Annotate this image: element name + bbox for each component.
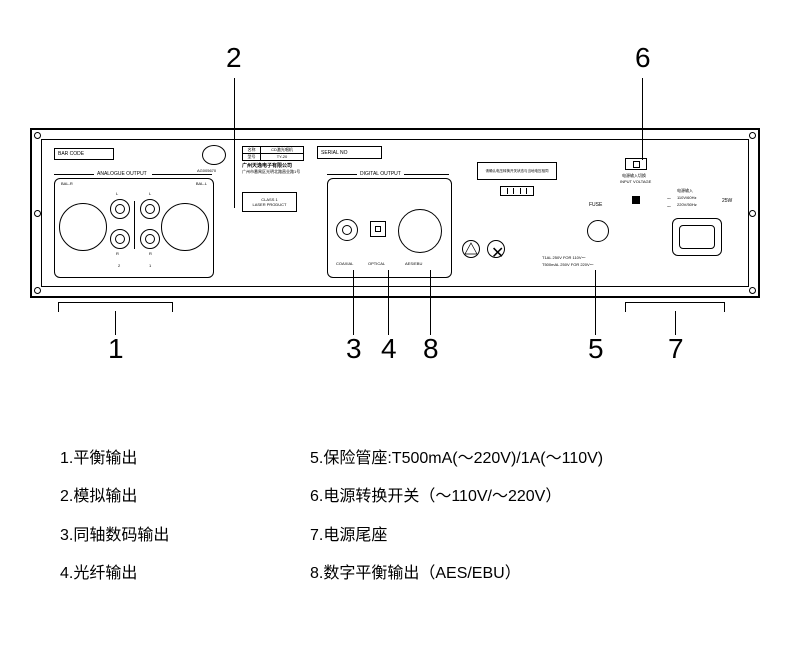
power-socket — [672, 218, 722, 256]
callout-1-line — [115, 311, 116, 335]
legend-4: 4.光纤输出 — [60, 555, 169, 593]
voltage-switch-warning: 请确认电压转换开关状态与当地电压相同 — [477, 162, 557, 180]
vline — [134, 201, 135, 249]
v220: 220V/50Hz — [677, 202, 697, 207]
coaxial-label: COAXIAL — [336, 261, 353, 266]
rear-panel: BAR CODE AG005670 名称 CD激光唱机 型号 TY-20 广州天… — [30, 128, 760, 298]
r2: R — [149, 251, 152, 256]
v110: 110V/60Hz — [677, 195, 697, 200]
oval-mark — [202, 145, 226, 165]
r1: R — [116, 251, 119, 256]
barcode-box: BAR CODE — [54, 148, 114, 160]
analogue-box: BAL-R BAL-L L L R R 2 1 — [54, 178, 214, 278]
callout-2: 2 — [226, 42, 242, 74]
rca — [140, 229, 160, 249]
callout-3: 3 — [346, 333, 362, 365]
screw — [34, 287, 41, 294]
screw — [749, 132, 756, 139]
legend-1: 1.平衡输出 — [60, 440, 169, 478]
fuse-label: FUSE — [589, 202, 602, 208]
line — [152, 174, 212, 175]
cell: TY-20 — [261, 154, 303, 160]
aes-xlr — [398, 209, 442, 253]
company-sub: 广州市番禺区光明北路昌业路1号 — [242, 169, 300, 175]
line — [404, 174, 449, 175]
bal-r-label: BAL-R — [61, 181, 73, 186]
power-in: 电源输入 — [677, 188, 693, 194]
rca — [110, 229, 130, 249]
line — [327, 174, 357, 175]
serial-no-box: SERIAL NO — [317, 146, 382, 159]
rca — [140, 199, 160, 219]
black-square — [632, 196, 640, 204]
callout-6: 6 — [635, 42, 651, 74]
optical-label: OPTICAL — [368, 261, 385, 266]
screw — [34, 210, 41, 217]
callout-4-line — [388, 270, 389, 335]
digital-box: COAXIAL OPTICAL AES/EBU — [327, 178, 452, 278]
fuse-holder — [587, 220, 609, 242]
voltage-switch-slot — [500, 186, 534, 196]
callout-1: 1 — [108, 333, 124, 365]
callout-5-line — [595, 270, 596, 335]
name-table: 名称 CD激光唱机 型号 TY-20 — [242, 146, 304, 161]
cell: 型号 — [243, 154, 261, 160]
rca — [110, 199, 130, 219]
xlr-l — [161, 203, 209, 251]
cell: 名称 — [243, 147, 261, 153]
tilde2: ～ — [667, 204, 671, 210]
input-voltage-switch — [625, 158, 647, 170]
l2: L — [149, 191, 151, 196]
callout-8: 8 — [423, 333, 439, 365]
legend-8: 8.数字平衡输出（AES/EBU） — [310, 555, 603, 593]
fuse-line2: T500mAL 250V FOR 220V～ — [542, 262, 594, 268]
safety-icon-2: ✕ — [487, 240, 505, 258]
xlr-r — [59, 203, 107, 251]
legend-col-2: 5.保险管座:T500mA(～220V)/1A(～110V) 6.电源转换开关（… — [310, 440, 603, 594]
callout-7-line — [675, 311, 676, 335]
fuse-line1: T1AL 250V FOR 110V～ — [542, 255, 586, 261]
callout-3-line — [353, 270, 354, 335]
two: 1 — [149, 263, 151, 268]
legend-col-1: 1.平衡输出 2.模拟输出 3.同轴数码输出 4.光纤输出 — [60, 440, 169, 594]
legend-6: 6.电源转换开关（～110V/～220V） — [310, 478, 603, 516]
panel-inner: BAR CODE AG005670 名称 CD激光唱机 型号 TY-20 广州天… — [41, 139, 749, 287]
company: 广州天逸电子有限公司 — [242, 162, 292, 169]
laser: LASER PRODUCT — [252, 202, 286, 207]
tilde1: ～ — [667, 196, 671, 202]
line — [54, 174, 94, 175]
class1-box: CLASS 1 LASER PRODUCT — [242, 192, 297, 212]
callout-5: 5 — [588, 333, 604, 365]
optical-jack — [370, 221, 386, 237]
model-no: AG005670 — [197, 168, 216, 173]
l1: L — [116, 191, 118, 196]
screw — [34, 132, 41, 139]
coaxial-jack — [336, 219, 358, 241]
watt: 25W — [722, 198, 732, 204]
aes-label: AES/EBU — [405, 261, 422, 266]
digital-output-label: DIGITAL OUTPUT — [360, 171, 401, 177]
bal-l-label: BAL-L — [196, 181, 207, 186]
callout-4: 4 — [381, 333, 397, 365]
legend-2: 2.模拟输出 — [60, 478, 169, 516]
analogue-output-label: ANALOGUE OUTPUT — [97, 171, 147, 177]
callout-8-line — [430, 270, 431, 335]
legend-3: 3.同轴数码输出 — [60, 517, 169, 555]
safety-icon — [462, 240, 480, 258]
cell: CD激光唱机 — [261, 147, 303, 153]
legend-5: 5.保险管座:T500mA(～220V)/1A(～110V) — [310, 440, 603, 478]
one: 2 — [118, 263, 120, 268]
screw — [749, 287, 756, 294]
legend-7: 7.电源尾座 — [310, 517, 603, 555]
voltage-sel-en: INPUT VOLTAGE — [620, 179, 651, 184]
callout-7: 7 — [668, 333, 684, 365]
screw — [749, 210, 756, 217]
